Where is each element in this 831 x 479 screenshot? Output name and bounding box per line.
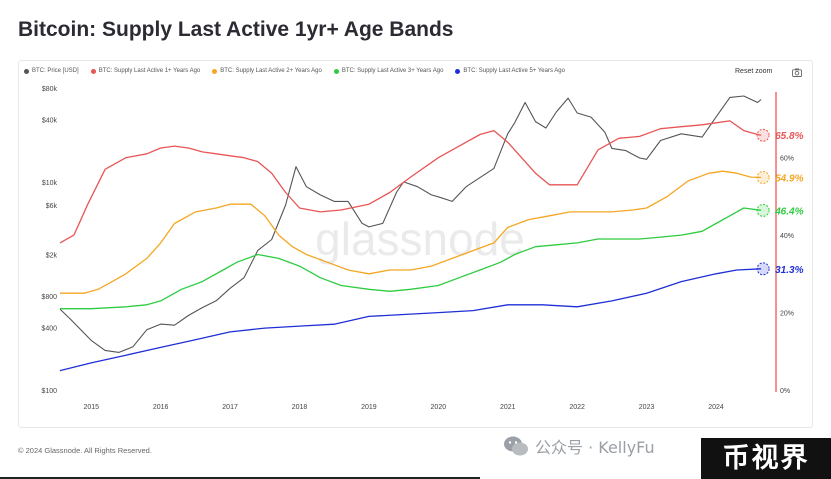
y-right-tick-0: 0% <box>780 388 790 395</box>
legend-item-2yr[interactable]: BTC: Supply Last Active 2+ Years Ago <box>212 68 322 74</box>
x-tick-2018: 2018 <box>292 404 308 411</box>
legend-dot-1yr <box>90 68 96 74</box>
end-marker-btc-supply-last-active-1-years-ago <box>756 128 770 142</box>
legend-label-3yr: BTC: Supply Last Active 3+ Years Ago <box>341 68 444 74</box>
bottom-divider <box>0 477 480 479</box>
glassnode-watermark: glassnode <box>315 213 525 265</box>
series-line-btc-supply-last-active-3-years-ago <box>60 207 762 310</box>
legend-label-price: BTC: Price [USD] <box>32 68 79 74</box>
x-tick-2015: 2015 <box>83 404 99 411</box>
legend-label-1yr: BTC: Supply Last Active 1+ Years Ago <box>98 68 201 74</box>
y-left-tick-100: $100 <box>41 388 57 395</box>
wechat-icon <box>504 436 528 456</box>
y-left-tick-400: $400 <box>41 325 57 332</box>
x-tick-2023: 2023 <box>639 404 655 411</box>
chart-panel <box>18 60 813 428</box>
camera-icon[interactable] <box>792 68 802 77</box>
end-marker-btc-supply-last-active-2-years-ago <box>756 170 770 184</box>
y-right-tick-40: 40% <box>780 233 794 240</box>
x-tick-2017: 2017 <box>222 404 238 411</box>
legend-dot-3yr <box>333 68 339 74</box>
chart-title: Bitcoin: Supply Last Active 1yr+ Age Ban… <box>18 18 454 41</box>
brand-badge: 币视界 <box>701 438 831 479</box>
series-line-btc-supply-last-active-2-years-ago <box>60 170 762 294</box>
legend-dot-5yr <box>455 68 461 74</box>
end-label-btc-supply-last-active-1-years-ago: 65.8% <box>775 131 803 142</box>
chart-legend: BTC: Price [USD] BTC: Supply Last Active… <box>24 68 565 74</box>
x-tick-2016: 2016 <box>153 404 169 411</box>
y-left-tick-80k: $80k <box>42 86 58 93</box>
legend-item-1yr[interactable]: BTC: Supply Last Active 1+ Years Ago <box>90 68 201 74</box>
x-tick-2022: 2022 <box>569 404 585 411</box>
legend-label-5yr: BTC: Supply Last Active 5+ Years Ago <box>463 68 565 74</box>
x-tick-2020: 2020 <box>431 404 447 411</box>
end-marker-btc-supply-last-active-5-years-ago <box>756 262 770 276</box>
copyright-footer: © 2024 Glassnode. All Rights Reserved. <box>18 446 152 455</box>
end-label-btc-supply-last-active-3-years-ago: 46.4% <box>774 206 803 217</box>
y-left-tick-10k: $10k <box>42 180 58 187</box>
wechat-watermark: 公众号 · KellyFu <box>503 434 655 458</box>
x-tick-2021: 2021 <box>500 404 516 411</box>
legend-dot-2yr <box>212 68 218 74</box>
series-line-btc-supply-last-active-1-years-ago <box>59 120 762 244</box>
series-line-btc-price-usd <box>59 95 762 353</box>
x-tick-2024: 2024 <box>708 404 724 411</box>
end-marker-btc-supply-last-active-3-years-ago <box>756 203 770 217</box>
end-label-btc-supply-last-active-5-years-ago: 31.3% <box>775 265 803 276</box>
legend-item-3yr[interactable]: BTC: Supply Last Active 3+ Years Ago <box>333 68 444 74</box>
legend-label-2yr: BTC: Supply Last Active 2+ Years Ago <box>220 68 322 74</box>
legend-dot-price <box>24 68 29 74</box>
y-left-tick-40k: $40k <box>42 117 58 124</box>
legend-item-price[interactable]: BTC: Price [USD] <box>24 68 79 74</box>
legend-item-5yr[interactable]: BTC: Supply Last Active 5+ Years Ago <box>455 68 565 74</box>
y-left-tick-6k: $6k <box>46 203 58 210</box>
y-right-tick-20: 20% <box>780 311 794 318</box>
y-left-tick-2k: $2k <box>46 253 58 260</box>
reset-zoom-button[interactable]: Reset zoom <box>735 68 773 75</box>
y-right-tick-60: 60% <box>780 156 794 163</box>
y-left-tick-800: $800 <box>41 294 57 301</box>
end-label-btc-supply-last-active-2-years-ago: 54.9% <box>775 173 803 184</box>
wechat-text: 公众号 · KellyFu <box>535 438 655 457</box>
series-line-btc-supply-last-active-5-years-ago <box>59 268 762 372</box>
x-tick-2019: 2019 <box>361 404 377 411</box>
